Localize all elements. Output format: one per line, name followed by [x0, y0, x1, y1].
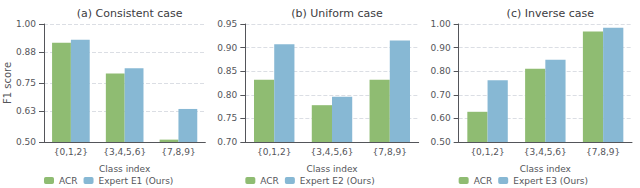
svg-text:0.90: 0.90 — [431, 43, 451, 53]
svg-text:0.50: 0.50 — [16, 137, 36, 147]
svg-text:F1 score: F1 score — [2, 62, 13, 104]
svg-text:{7,8,9}: {7,8,9} — [373, 147, 407, 157]
svg-text:ACR: ACR — [474, 176, 493, 186]
svg-text:0.90: 0.90 — [217, 43, 237, 53]
svg-text:Class index: Class index — [520, 164, 572, 174]
svg-text:(a) Consistent case: (a) Consistent case — [77, 7, 183, 20]
svg-text:0.63: 0.63 — [16, 106, 36, 116]
svg-text:Class index: Class index — [99, 164, 151, 174]
svg-text:{3,4,5,6}: {3,4,5,6} — [311, 147, 354, 157]
svg-text:0.88: 0.88 — [16, 47, 36, 57]
svg-text:0.95: 0.95 — [217, 19, 237, 29]
svg-text:0.70: 0.70 — [217, 137, 237, 147]
svg-text:Class index: Class index — [306, 164, 358, 174]
svg-text:0.50: 0.50 — [431, 137, 451, 147]
svg-text:0.70: 0.70 — [431, 90, 451, 100]
svg-text:0.60: 0.60 — [431, 113, 451, 123]
svg-text:0.80: 0.80 — [431, 66, 451, 76]
svg-text:Expert E2 (Ours): Expert E2 (Ours) — [300, 176, 375, 186]
svg-text:{3,4,5,6}: {3,4,5,6} — [524, 147, 567, 157]
svg-text:0.85: 0.85 — [217, 66, 237, 76]
svg-text:0.75: 0.75 — [217, 113, 237, 123]
svg-text:{0,1,2}: {0,1,2} — [54, 147, 88, 157]
svg-text:0.75: 0.75 — [16, 78, 36, 88]
svg-text:1.00: 1.00 — [431, 19, 451, 29]
svg-text:ACR: ACR — [59, 176, 78, 186]
svg-text:{7,8,9}: {7,8,9} — [586, 147, 620, 157]
svg-text:Expert E1 (Ours): Expert E1 (Ours) — [99, 176, 174, 186]
svg-text:1.00: 1.00 — [16, 19, 36, 29]
svg-text:(b) Uniform case: (b) Uniform case — [291, 7, 383, 20]
svg-text:{0,1,2}: {0,1,2} — [470, 147, 504, 157]
svg-text:{0,1,2}: {0,1,2} — [257, 147, 291, 157]
svg-text:{3,4,5,6}: {3,4,5,6} — [103, 147, 146, 157]
svg-text:(c) Inverse case: (c) Inverse case — [507, 7, 595, 20]
svg-text:0.80: 0.80 — [217, 90, 237, 100]
svg-text:Expert E3 (Ours): Expert E3 (Ours) — [513, 176, 588, 186]
svg-text:{7,8,9}: {7,8,9} — [161, 147, 195, 157]
svg-text:ACR: ACR — [260, 176, 279, 186]
